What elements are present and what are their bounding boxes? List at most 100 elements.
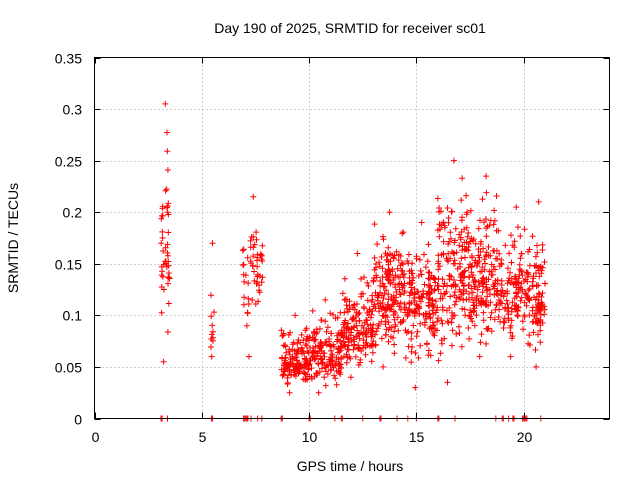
data-point	[468, 263, 475, 270]
data-point	[308, 365, 315, 372]
data-point	[417, 267, 424, 274]
data-point	[312, 355, 319, 362]
data-point	[378, 305, 385, 312]
data-point	[495, 297, 502, 303]
data-point	[374, 241, 381, 248]
data-point	[451, 289, 458, 296]
data-point	[364, 309, 371, 316]
data-point	[361, 319, 368, 326]
y-tick-label: 0.3	[63, 102, 83, 118]
data-point	[362, 351, 369, 358]
data-point	[398, 267, 405, 274]
data-point	[318, 340, 325, 347]
data-point	[365, 283, 372, 289]
data-point	[479, 196, 486, 203]
data-point	[452, 237, 458, 244]
data-point	[457, 234, 464, 241]
data-point	[513, 204, 520, 211]
data-point	[448, 283, 455, 290]
data-point	[518, 250, 525, 257]
data-point	[471, 283, 478, 290]
data-point	[450, 157, 457, 164]
data-point	[496, 306, 503, 313]
data-point	[536, 291, 543, 298]
data-point	[473, 312, 480, 319]
data-point	[328, 330, 335, 337]
data-point	[416, 305, 423, 312]
data-point	[247, 237, 254, 244]
data-point	[344, 354, 351, 361]
data-point	[240, 246, 247, 253]
data-point	[440, 219, 447, 226]
data-point	[399, 284, 406, 291]
data-point	[246, 353, 252, 360]
data-point	[518, 294, 525, 301]
data-point	[533, 363, 540, 370]
data-point	[435, 286, 442, 293]
data-point	[505, 265, 511, 272]
data-point	[390, 334, 396, 341]
data-point	[500, 325, 507, 331]
data-point	[158, 240, 165, 247]
data-point	[429, 307, 436, 314]
data-point	[368, 311, 375, 318]
data-point	[394, 314, 401, 321]
data-point	[369, 349, 376, 356]
data-point	[387, 258, 394, 265]
data-point	[493, 193, 500, 199]
data-point	[505, 311, 512, 318]
data-point	[428, 325, 435, 332]
data-point	[385, 277, 392, 284]
data-point	[401, 271, 408, 277]
data-point	[517, 233, 524, 240]
data-point	[467, 238, 474, 245]
data-point	[289, 355, 296, 362]
y-tick-label: 0.1	[63, 308, 83, 324]
data-point	[302, 376, 309, 383]
data-point	[368, 325, 374, 332]
data-point	[466, 290, 472, 297]
data-point	[244, 310, 251, 317]
data-point	[480, 283, 487, 290]
data-point	[282, 343, 289, 350]
data-point	[443, 307, 450, 314]
data-point	[355, 311, 362, 318]
data-point	[541, 303, 548, 310]
data-point	[322, 318, 329, 325]
data-point	[372, 341, 379, 348]
data-point	[425, 295, 432, 302]
data-point	[434, 304, 441, 311]
data-point	[356, 310, 363, 316]
data-point	[493, 227, 500, 234]
data-point	[521, 312, 528, 319]
data-point	[534, 242, 540, 249]
data-point	[390, 277, 397, 283]
data-point	[298, 331, 305, 338]
data-point	[435, 315, 441, 322]
data-point	[286, 348, 293, 355]
data-point	[306, 357, 313, 364]
data-point	[469, 294, 475, 301]
data-point	[211, 309, 217, 316]
data-point	[406, 292, 413, 299]
data-point	[324, 324, 331, 331]
data-point	[425, 282, 432, 289]
data-point	[479, 289, 486, 296]
data-point	[539, 241, 546, 248]
data-point	[360, 290, 366, 297]
data-point	[537, 311, 544, 318]
data-point	[438, 317, 445, 324]
data-point	[406, 300, 413, 307]
data-point	[439, 340, 445, 347]
data-point	[492, 255, 499, 262]
data-point	[417, 320, 424, 327]
data-point	[459, 214, 466, 221]
data-point	[358, 275, 364, 282]
data-point	[476, 258, 483, 265]
data-point	[347, 355, 354, 362]
data-point	[393, 288, 400, 295]
data-point	[436, 226, 443, 233]
data-point	[435, 266, 442, 273]
data-point	[466, 335, 473, 342]
data-point	[533, 293, 540, 300]
